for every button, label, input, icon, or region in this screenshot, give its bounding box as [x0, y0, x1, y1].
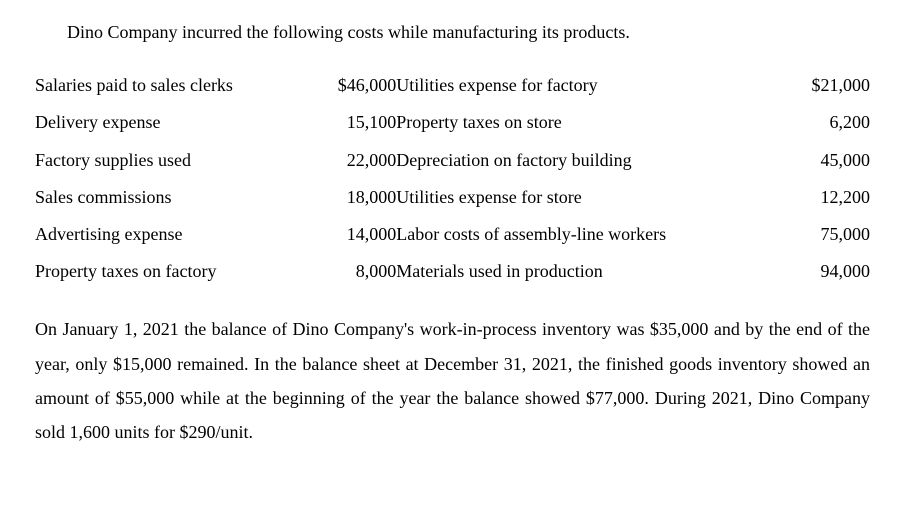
cost-amount-left: 15,100	[296, 104, 397, 141]
table-row: Advertising expense 14,000 Labor costs o…	[35, 216, 870, 253]
cost-label-left: Advertising expense	[35, 216, 296, 253]
cost-label-right: Depreciation on factory building	[396, 142, 763, 179]
cost-amount-left: $46,000	[296, 67, 397, 104]
table-row: Property taxes on factory 8,000 Material…	[35, 253, 870, 290]
cost-amount-right: 45,000	[763, 142, 870, 179]
cost-amount-right: 75,000	[763, 216, 870, 253]
cost-amount-right: 6,200	[763, 104, 870, 141]
cost-label-right: Property taxes on store	[396, 104, 763, 141]
table-row: Salaries paid to sales clerks $46,000 Ut…	[35, 67, 870, 104]
cost-label-right: Labor costs of assembly-line workers	[396, 216, 763, 253]
costs-table: Salaries paid to sales clerks $46,000 Ut…	[35, 67, 870, 290]
cost-label-left: Sales commissions	[35, 179, 296, 216]
cost-label-left: Factory supplies used	[35, 142, 296, 179]
cost-label-right: Utilities expense for store	[396, 179, 763, 216]
table-row: Delivery expense 15,100 Property taxes o…	[35, 104, 870, 141]
cost-label-left: Property taxes on factory	[35, 253, 296, 290]
table-row: Sales commissions 18,000 Utilities expen…	[35, 179, 870, 216]
cost-amount-left: 14,000	[296, 216, 397, 253]
narrative-text: On January 1, 2021 the balance of Dino C…	[35, 312, 870, 449]
cost-label-left: Delivery expense	[35, 104, 296, 141]
cost-amount-left: 22,000	[296, 142, 397, 179]
table-row: Factory supplies used 22,000 Depreciatio…	[35, 142, 870, 179]
cost-amount-right: 12,200	[763, 179, 870, 216]
cost-amount-right: 94,000	[763, 253, 870, 290]
cost-label-right: Materials used in production	[396, 253, 763, 290]
cost-amount-left: 8,000	[296, 253, 397, 290]
cost-amount-right: $21,000	[763, 67, 870, 104]
cost-label-right: Utilities expense for factory	[396, 67, 763, 104]
cost-label-left: Salaries paid to sales clerks	[35, 67, 296, 104]
cost-amount-left: 18,000	[296, 179, 397, 216]
intro-text: Dino Company incurred the following cost…	[35, 20, 870, 45]
